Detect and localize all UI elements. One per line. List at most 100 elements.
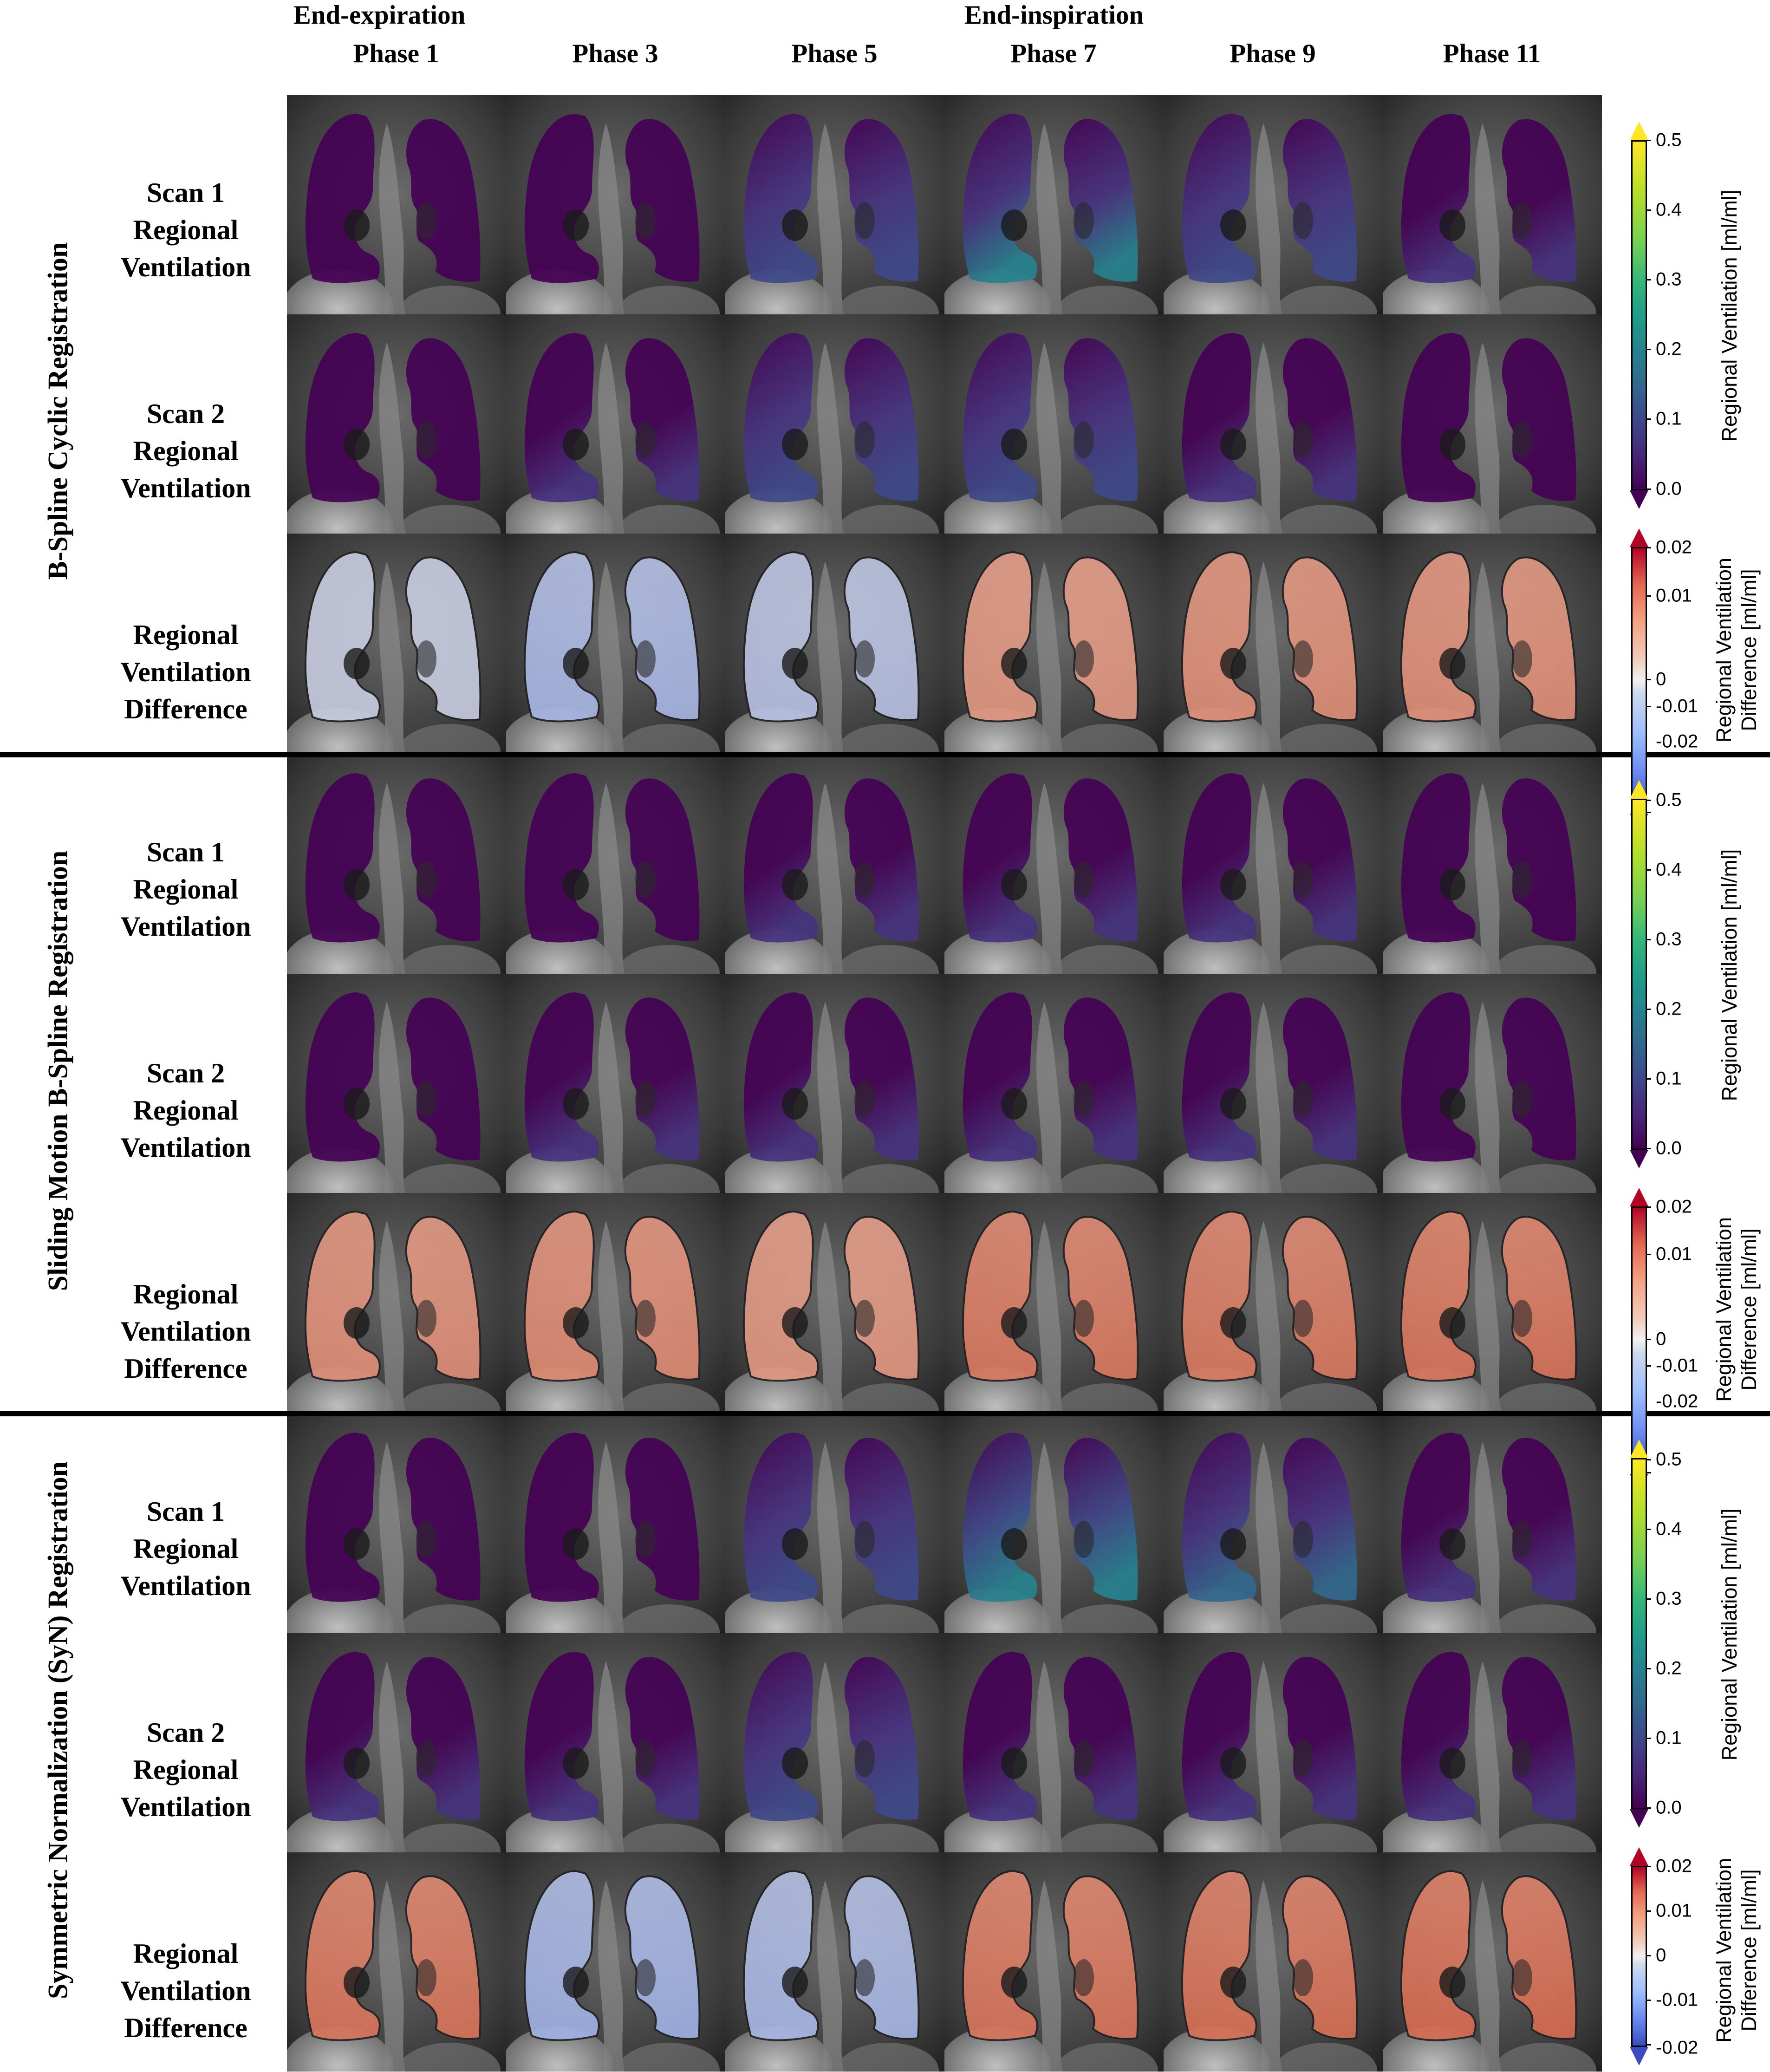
lung-image-tile bbox=[1164, 314, 1383, 534]
lung-image-tile bbox=[1383, 974, 1602, 1193]
lung-image-tile bbox=[725, 1633, 944, 1852]
phase-label: Phase 11 bbox=[1443, 39, 1541, 68]
ventilation-colorbar bbox=[1631, 799, 1647, 1150]
colorbar-tick-label: 0.5 bbox=[1656, 1449, 1682, 1470]
section-title: Sliding Motion B-Spline Registration bbox=[42, 850, 73, 1291]
lung-image-tile bbox=[1383, 1414, 1602, 1633]
colorbar-tick-label: 0 bbox=[1656, 1329, 1666, 1349]
lung-image-tile bbox=[287, 314, 506, 534]
row-label: Regional Ventilation Difference bbox=[120, 1938, 251, 2043]
lung-image-tile bbox=[506, 974, 725, 1193]
ventilation-colorbar bbox=[1631, 1458, 1647, 1809]
row-label: Scan 1 Regional Ventilation bbox=[120, 177, 251, 282]
colorbar-tick-label: 0.1 bbox=[1656, 1068, 1682, 1089]
lung-image-tile bbox=[725, 1414, 944, 1633]
difference-colorbar bbox=[1631, 1866, 1647, 2047]
colorbar-tick-label: -0.01 bbox=[1656, 696, 1698, 717]
lung-image-tile bbox=[1383, 1852, 1602, 2072]
colorbar-tick-label: 0.3 bbox=[1656, 929, 1682, 950]
lung-image-tile bbox=[287, 95, 506, 314]
lung-image-tile bbox=[725, 1193, 944, 1412]
colorbar-tick-label: 0.02 bbox=[1656, 1856, 1692, 1877]
lung-image-tile bbox=[944, 1414, 1164, 1633]
colorbar-extend-top bbox=[1630, 528, 1648, 547]
lung-image-tile bbox=[1383, 314, 1602, 534]
colorbar-extend-top bbox=[1630, 1188, 1648, 1206]
lung-image-tile bbox=[506, 1193, 725, 1412]
colorbar-tick-label: -0.02 bbox=[1656, 2037, 1698, 2058]
colorbar-tick-label: 0.01 bbox=[1656, 1244, 1692, 1264]
lung-image-tile bbox=[506, 1633, 725, 1852]
colorbar-tick-label: -0.02 bbox=[1656, 731, 1698, 752]
section-title: B-Spline Cyclic Registration bbox=[42, 242, 73, 580]
lung-image-tile bbox=[1383, 1633, 1602, 1852]
lung-image-tile bbox=[1164, 1633, 1383, 1852]
colorbar-tick-label: 0.0 bbox=[1656, 1138, 1682, 1159]
colorbar-title: Regional Ventilation [ml/ml] bbox=[1718, 849, 1741, 1101]
lung-image-tile bbox=[287, 755, 506, 974]
colorbar-tick-label: 0 bbox=[1656, 1945, 1666, 1966]
lung-image-tile bbox=[1164, 1852, 1383, 2072]
row-label: Regional Ventilation Difference bbox=[120, 1279, 251, 1384]
difference-colorbar bbox=[1631, 1206, 1647, 1474]
lung-image-tile bbox=[506, 534, 725, 753]
colorbar-tick-label: 0.2 bbox=[1656, 339, 1682, 359]
colorbar-extend-top bbox=[1630, 780, 1648, 799]
colorbar-tick-label: 0.1 bbox=[1656, 1727, 1682, 1748]
row-label: Scan 2 Regional Ventilation bbox=[120, 1717, 251, 1822]
lung-image-tile bbox=[506, 95, 725, 314]
row-label: Scan 1 Regional Ventilation bbox=[120, 1496, 251, 1601]
colorbar-tick-label: 0.3 bbox=[1656, 1588, 1682, 1609]
lung-image-tile bbox=[1164, 95, 1383, 314]
colorbar-title: Regional Ventilation [ml/ml] bbox=[1718, 189, 1741, 442]
lung-image-tile bbox=[287, 1633, 506, 1852]
lung-image-tile bbox=[1383, 1193, 1602, 1412]
colorbar-tick-label: 0.02 bbox=[1656, 537, 1692, 558]
lung-image-tile bbox=[944, 534, 1164, 753]
lung-image-tile bbox=[944, 1633, 1164, 1852]
difference-colorbar bbox=[1631, 547, 1647, 814]
colorbar-tick-label: 0.4 bbox=[1656, 199, 1682, 220]
lung-image-tile bbox=[944, 1193, 1164, 1412]
row-label: Scan 1 Regional Ventilation bbox=[120, 837, 251, 942]
lung-image-tile bbox=[287, 1193, 506, 1412]
lung-image-tile bbox=[1164, 1414, 1383, 1633]
colorbar-title: Regional Ventilation Difference [ml/ml] bbox=[1712, 1858, 1761, 2043]
colorbar-extend-bottom bbox=[1630, 490, 1648, 509]
row-label: Scan 2 Regional Ventilation bbox=[120, 1058, 251, 1163]
lung-image-tile bbox=[287, 534, 506, 753]
colorbar-tick-label: 0.0 bbox=[1656, 1797, 1682, 1818]
lung-image-tile bbox=[725, 1852, 944, 2072]
section-separator bbox=[0, 1411, 1770, 1416]
lung-image-tile bbox=[287, 1414, 506, 1633]
lung-image-tile bbox=[506, 1414, 725, 1633]
lung-image-tile bbox=[506, 755, 725, 974]
colorbar-tick-label: 0.4 bbox=[1656, 859, 1682, 880]
lung-image-tile bbox=[944, 314, 1164, 534]
colorbar-extend-top bbox=[1630, 1440, 1648, 1458]
colorbar-tick-label: 0.02 bbox=[1656, 1196, 1692, 1217]
lung-image-tile bbox=[725, 755, 944, 974]
section-separator bbox=[0, 752, 1770, 757]
section-title: Symmetric Normalization (SyN) Registrati… bbox=[42, 1461, 73, 2000]
lung-image-tile bbox=[1164, 534, 1383, 753]
phase-label: Phase 7 bbox=[1010, 39, 1097, 68]
colorbar-extend-top bbox=[1630, 122, 1648, 140]
lung-image-tile bbox=[1383, 95, 1602, 314]
lung-image-tile bbox=[1164, 1193, 1383, 1412]
lung-image-tile bbox=[1164, 755, 1383, 974]
lung-image-tile bbox=[506, 1852, 725, 2072]
lung-image-tile bbox=[287, 1852, 506, 2072]
lung-image-tile bbox=[725, 314, 944, 534]
colorbar-extend-top bbox=[1630, 1847, 1648, 1866]
colorbar-tick-label: 0.5 bbox=[1656, 789, 1682, 810]
colorbar-title: Regional Ventilation [ml/ml] bbox=[1718, 1508, 1741, 1761]
colorbar-tick-label: 0.5 bbox=[1656, 130, 1682, 150]
lung-image-tile bbox=[1164, 974, 1383, 1193]
colorbar-title: Regional Ventilation Difference [ml/ml] bbox=[1712, 1217, 1761, 1402]
image-grid-sliding-motion bbox=[287, 755, 1602, 1412]
lung-image-tile bbox=[725, 974, 944, 1193]
colorbar-extend-bottom bbox=[1630, 1809, 1648, 1828]
phase-label: Phase 9 bbox=[1230, 39, 1316, 68]
lung-image-tile bbox=[725, 95, 944, 314]
